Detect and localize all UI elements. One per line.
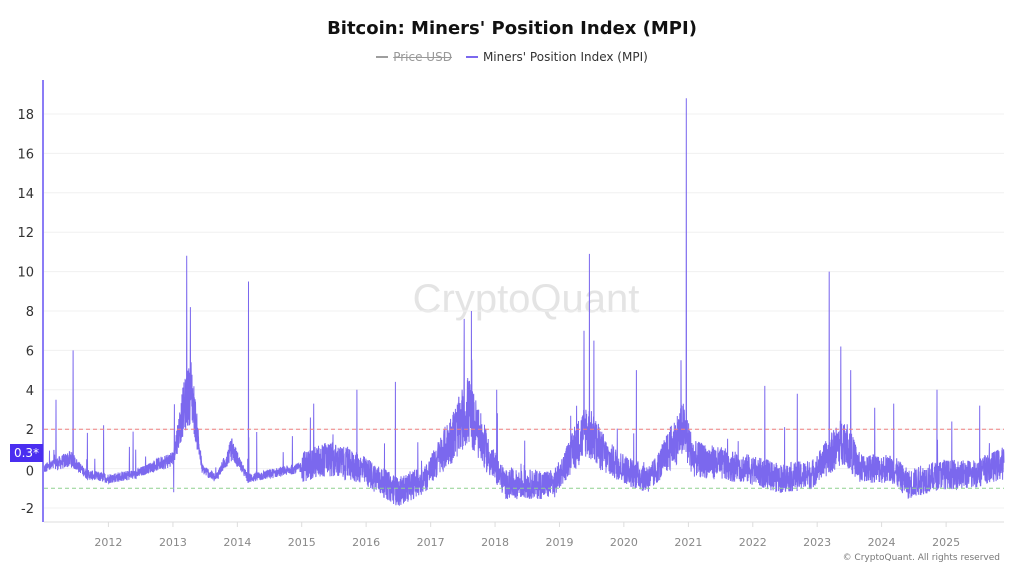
y-tick-label: 8 bbox=[26, 305, 34, 320]
watermark: CryptoQuant bbox=[413, 277, 640, 321]
x-tick-label: 2014 bbox=[223, 536, 251, 549]
legend-label: Miners' Position Index (MPI) bbox=[482, 50, 648, 64]
legend-swatch bbox=[376, 56, 389, 58]
y-tick-label: 0 bbox=[26, 465, 34, 480]
y-tick-label: 10 bbox=[17, 266, 34, 281]
x-tick-label: 2025 bbox=[932, 536, 960, 549]
x-tick-label: 2023 bbox=[803, 536, 831, 549]
legend-swatch bbox=[465, 56, 478, 58]
y-tick-label: 18 bbox=[17, 108, 34, 123]
x-tick-label: 2013 bbox=[159, 536, 187, 549]
y-tick-label: -2 bbox=[21, 502, 34, 517]
legend-label: Price USD bbox=[393, 50, 452, 64]
x-tick-label: 2017 bbox=[417, 536, 445, 549]
legend-item-mpi[interactable]: Miners' Position Index (MPI) bbox=[465, 50, 648, 64]
x-tick-label: 2019 bbox=[545, 536, 573, 549]
x-tick-label: 2015 bbox=[288, 536, 316, 549]
x-tick-label: 2020 bbox=[610, 536, 638, 549]
x-tick-label: 2012 bbox=[94, 536, 122, 549]
y-tick-label: 2 bbox=[26, 423, 34, 438]
mpi-series-line bbox=[43, 98, 1005, 506]
x-tick-label: 2016 bbox=[352, 536, 380, 549]
legend: Price USD Miners' Position Index (MPI) bbox=[0, 50, 1024, 64]
x-tick-label: 2021 bbox=[674, 536, 702, 549]
legend-item-price-usd[interactable]: Price USD bbox=[376, 50, 452, 64]
copyright: © CryptoQuant. All rights reserved bbox=[842, 553, 1000, 563]
y-tick-label: 14 bbox=[17, 187, 34, 202]
x-tick-label: 2024 bbox=[868, 536, 896, 549]
current-value-badge: 0.3* bbox=[10, 444, 43, 462]
y-tick-label: 4 bbox=[26, 384, 34, 399]
x-tick-label: 2018 bbox=[481, 536, 509, 549]
chart-title: Bitcoin: Miners' Position Index (MPI) bbox=[327, 18, 697, 39]
y-tick-label: 6 bbox=[26, 344, 34, 359]
y-tick-label: 16 bbox=[17, 147, 34, 162]
y-tick-label: 12 bbox=[17, 226, 34, 241]
x-tick-label: 2022 bbox=[739, 536, 767, 549]
